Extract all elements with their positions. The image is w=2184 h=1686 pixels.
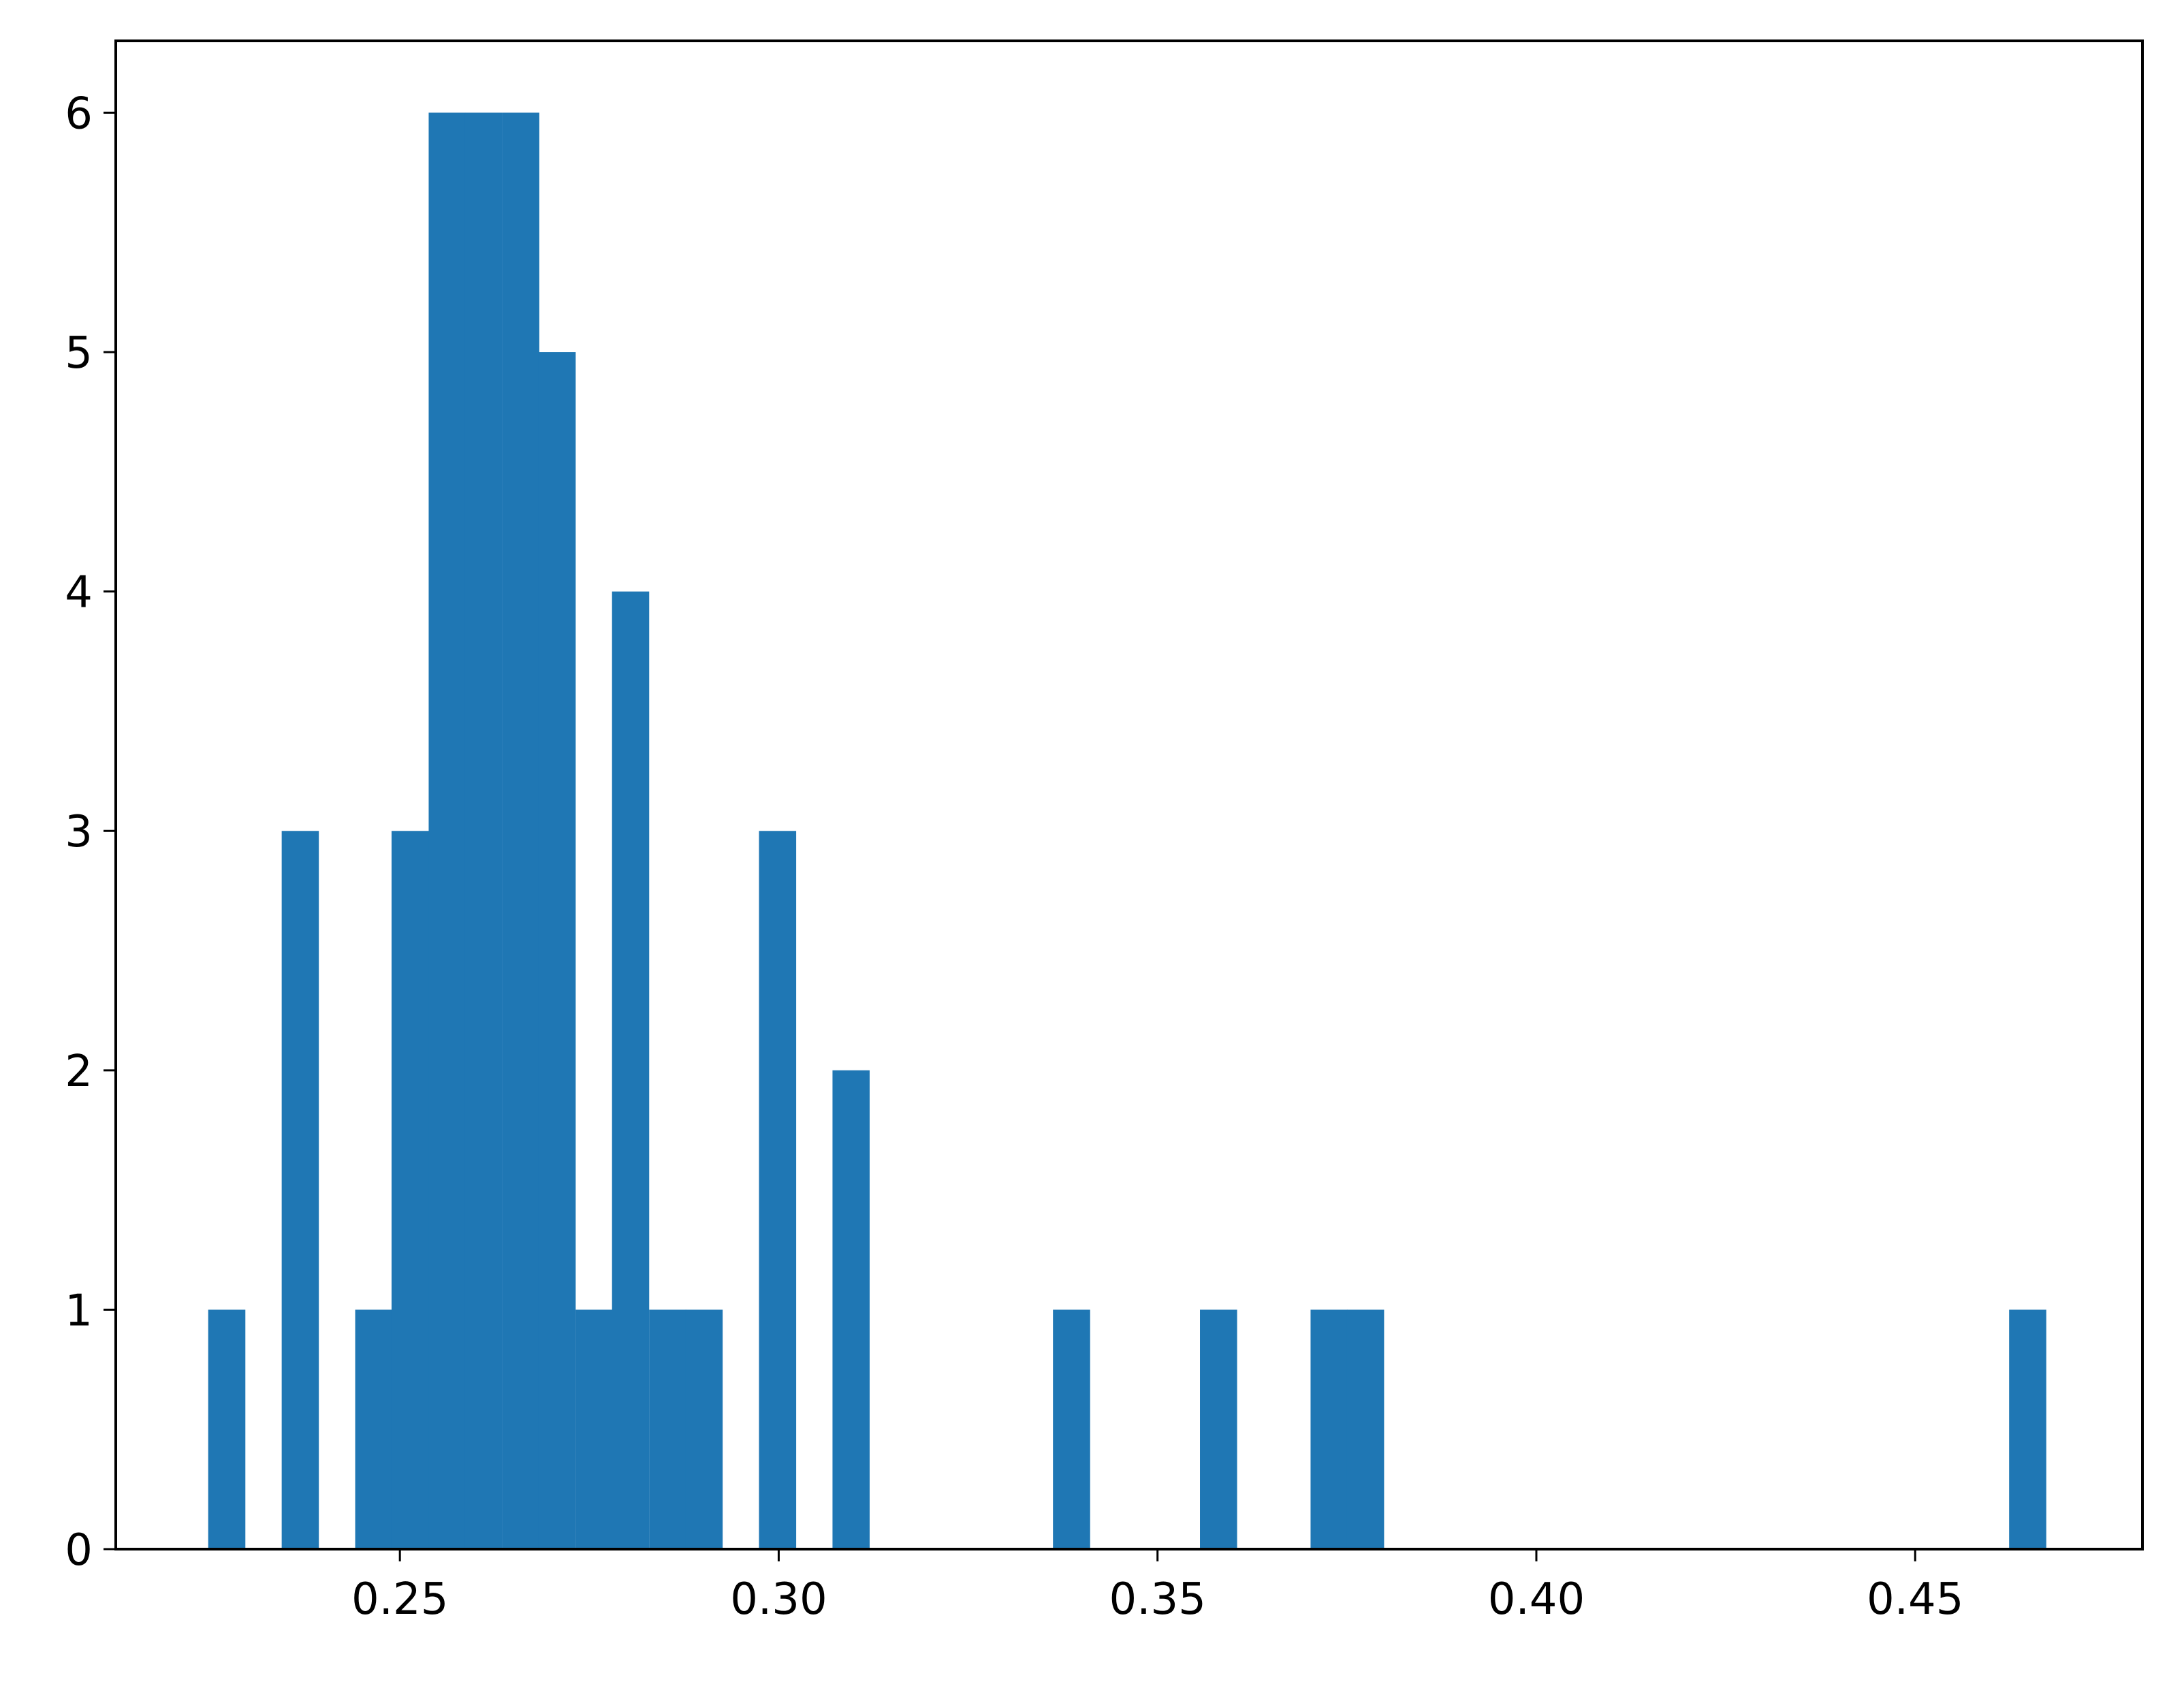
histogram-bar — [2009, 1309, 2046, 1549]
y-axis-ticks: 0 1 2 3 4 5 6 — [65, 89, 116, 1576]
histogram-bar — [575, 1309, 613, 1549]
histogram-bar — [832, 1070, 870, 1549]
x-axis-ticks: 0.25 0.30 0.35 0.40 0.45 — [351, 1549, 1964, 1625]
x-tick-label: 0.35 — [1109, 1574, 1206, 1625]
y-tick-label: 4 — [65, 568, 93, 618]
histogram-bar — [685, 1309, 723, 1549]
histogram-bar — [1310, 1309, 1348, 1549]
x-tick-label: 0.40 — [1488, 1574, 1585, 1625]
histogram-bar — [538, 352, 576, 1549]
y-tick-label: 2 — [65, 1047, 93, 1097]
plot-area-frame — [114, 39, 2144, 1550]
histogram-bar — [1053, 1309, 1090, 1549]
y-tick-label: 1 — [65, 1286, 93, 1336]
histogram-bar — [502, 112, 539, 1550]
histogram-bar — [759, 831, 797, 1549]
histogram-bar — [391, 831, 429, 1549]
histogram-bar — [428, 112, 466, 1550]
x-tick-label: 0.25 — [351, 1574, 449, 1625]
x-tick-label: 0.30 — [730, 1574, 827, 1625]
y-tick-label: 3 — [65, 807, 93, 857]
y-tick-label: 6 — [65, 89, 93, 139]
histogram-bar — [1346, 1309, 1384, 1549]
histogram-bar — [612, 591, 650, 1549]
x-tick-label: 0.45 — [1867, 1574, 1964, 1625]
histogram-bar — [281, 831, 319, 1549]
y-tick-label: 5 — [65, 328, 93, 379]
histogram-bars — [208, 112, 2046, 1550]
histogram-bar — [464, 112, 503, 1550]
histogram-bar — [208, 1309, 246, 1549]
histogram-bar — [355, 1309, 393, 1549]
y-tick-label: 0 — [65, 1525, 93, 1576]
histogram-bar — [649, 1309, 686, 1549]
histogram-bar — [1200, 1309, 1237, 1549]
